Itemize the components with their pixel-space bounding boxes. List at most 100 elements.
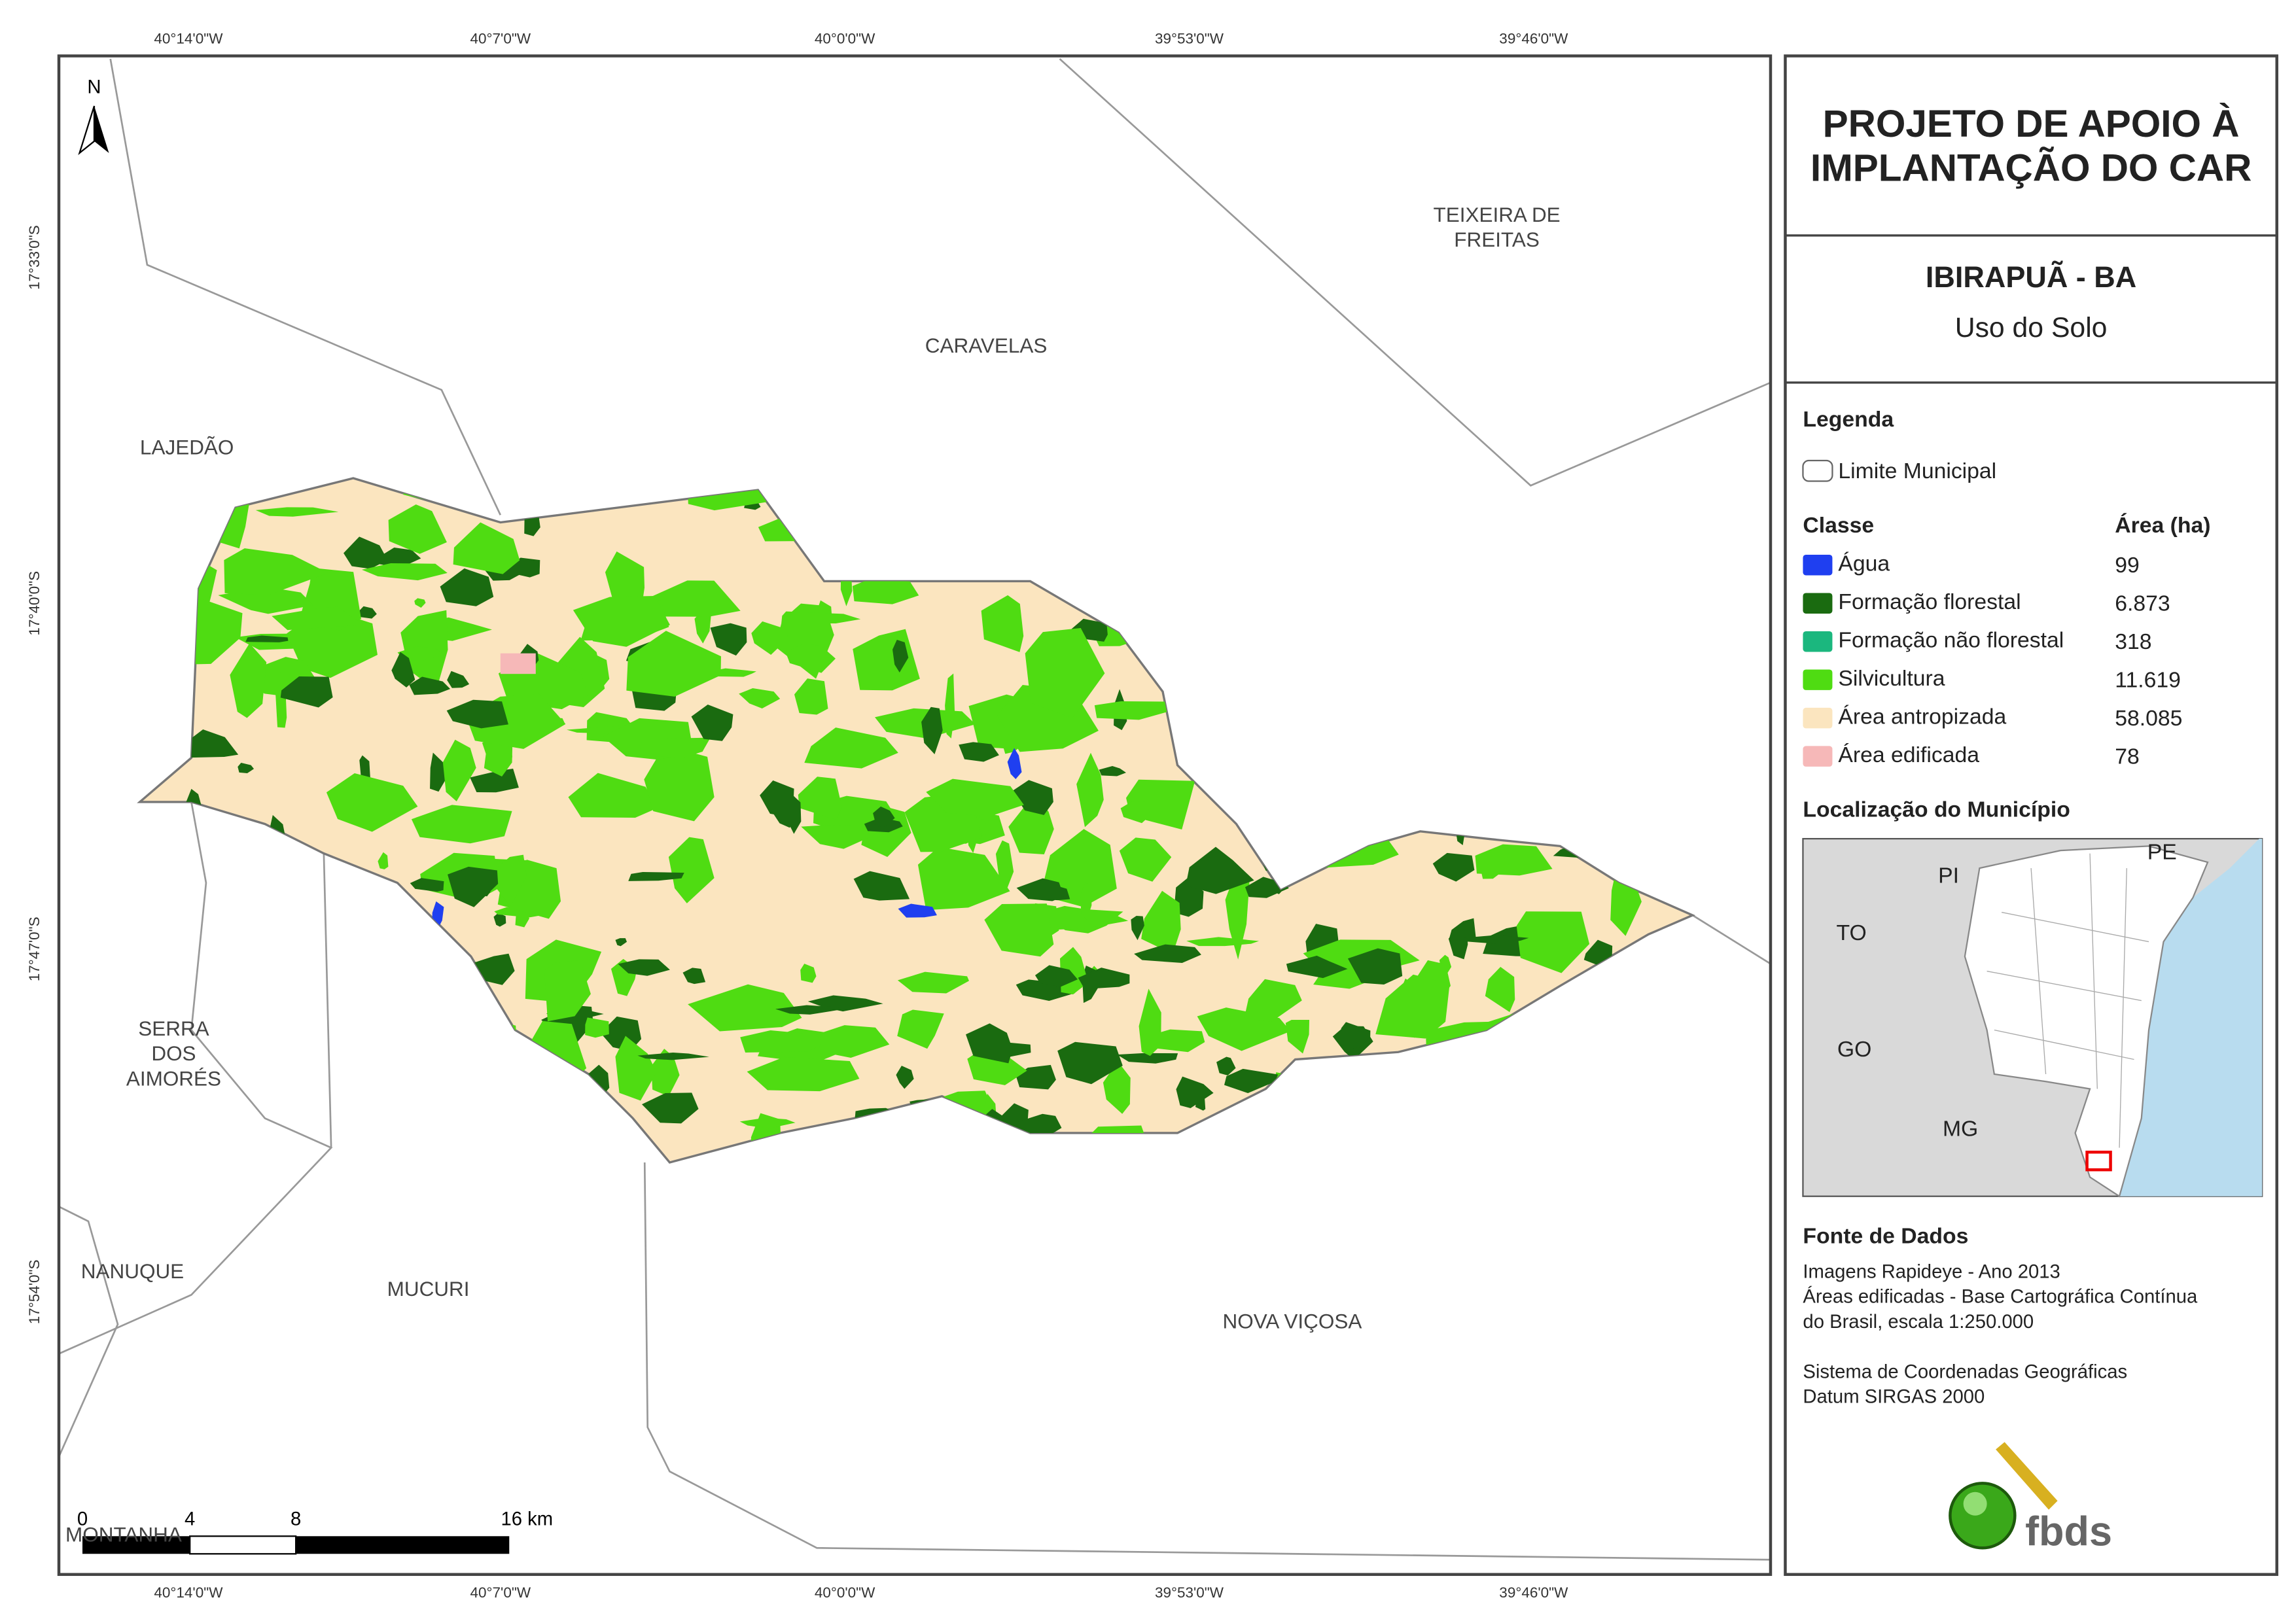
municipality-label: NANUQUE [81, 1259, 184, 1283]
land-use-patch [897, 1009, 944, 1049]
scale-segment [189, 1535, 297, 1555]
boundary [109, 58, 502, 515]
land-use-patch [1057, 1041, 1123, 1085]
land-use-patch [1139, 988, 1161, 1056]
land-use-patch [1285, 1020, 1310, 1054]
land-use-patch [1485, 967, 1515, 1013]
legend-area: 99 [2115, 553, 2140, 578]
scale-segment [82, 1536, 190, 1554]
land-use-patch [1134, 944, 1201, 963]
location-marker [2085, 1150, 2112, 1172]
land-use-patch [1007, 748, 1022, 780]
area-header: Área (ha) [2115, 513, 2210, 538]
bahia [1964, 845, 2209, 1198]
land-use-patch [1610, 873, 1642, 936]
land-use-patch [388, 504, 447, 554]
land-use-patch [615, 938, 627, 947]
land-use-patch [1225, 867, 1250, 960]
land-use-patch [1464, 935, 1529, 945]
land-use-patch [1475, 844, 1553, 876]
location-title: Localização do Município [1803, 797, 2070, 822]
coord-left: 17°54'0"S [26, 1260, 43, 1325]
land-use-patch [1016, 878, 1065, 901]
land-use-patch [585, 1017, 609, 1038]
land-use-patch [357, 606, 377, 619]
land-use-patch [966, 1023, 1013, 1064]
land-use-patch [798, 777, 842, 820]
logo-text: fbds [2025, 1509, 2112, 1555]
legend-area: 318 [2115, 629, 2151, 654]
location-inset: PI PE TO GO MG [1802, 837, 2263, 1198]
land-use-patch [897, 971, 969, 994]
land-use-patch [628, 871, 684, 881]
land-use-patch [1347, 948, 1403, 985]
land-use-patch [785, 644, 836, 673]
state-label: GO [1837, 1037, 1871, 1062]
land-use-patch [873, 806, 895, 828]
land-use-patch [391, 652, 415, 688]
north-arrow-right [94, 105, 109, 153]
land-use-patch [568, 773, 658, 818]
land-use-patch [1516, 911, 1590, 973]
land-use-patch [186, 729, 239, 758]
land-use-patch [773, 798, 801, 828]
land-use-patch [544, 960, 591, 1022]
title-line: IMPLANTAÇÃO DO CAR [1810, 146, 2252, 189]
state-label: PE [2147, 840, 2177, 865]
legend-class: Água [1838, 551, 1890, 576]
land-use-patch [432, 901, 444, 927]
land-use-patch [781, 611, 861, 624]
north-arrow-left [78, 105, 96, 156]
scale-label: 8 [291, 1509, 301, 1529]
municipality-label: LAJEDÃO [140, 435, 234, 459]
land-use-patch [453, 522, 520, 574]
state-label: MG [1943, 1116, 1978, 1141]
scale-label: 0 [77, 1509, 88, 1529]
legend-class: Área edificada [1838, 742, 1979, 767]
land-use-patch [410, 878, 444, 892]
municipality-label: NOVA VIÇOSA [1222, 1309, 1362, 1333]
land-use-patch [682, 968, 706, 985]
municipality-label: FREITAS [1454, 228, 1540, 251]
land-use-patch [644, 745, 715, 822]
state-label: PI [1938, 864, 1959, 888]
land-use-patch [397, 646, 444, 662]
land-use-patch [1176, 1076, 1214, 1108]
source-line: Imagens Rapideye - Ano 2013 [1803, 1261, 2060, 1282]
coord-top: 40°7'0"W [470, 31, 531, 47]
logo-circle [1949, 1482, 2017, 1550]
land-use-patch [238, 763, 255, 774]
land-use-patch [411, 805, 512, 844]
municipality-label: TEIXEIRA DE [1433, 203, 1560, 226]
coord-bottom: 40°7'0"W [470, 1584, 531, 1601]
land-use-patch [926, 778, 1024, 816]
legend-swatch [1803, 669, 1833, 690]
municipality-title: IBIRAPUÃ - BA [1926, 260, 2136, 294]
land-use-patch [414, 598, 426, 608]
land-use-patch [379, 547, 421, 568]
logo-shine [1963, 1492, 1987, 1516]
municipality-label: AIMORÉS [126, 1066, 221, 1090]
scale-label: 16 km [501, 1509, 553, 1529]
land-use-patch [361, 563, 448, 581]
land-use-patch [1244, 979, 1302, 1022]
boundary [59, 1206, 119, 1457]
coord-left: 17°33'0"S [26, 225, 43, 290]
subtitle: Uso do Solo [1955, 312, 2108, 343]
land-use-patch [747, 1056, 860, 1092]
land-use-patch [1094, 701, 1171, 720]
side-panel: PROJETO DE APOIO À IMPLANTAÇÃO DO CAR IB… [1784, 54, 2278, 1577]
land-use-patch [1432, 852, 1475, 882]
land-use-patch [1120, 801, 1150, 824]
land-use-patch [378, 852, 389, 869]
land-use-patch [651, 1049, 680, 1096]
land-use-patch [819, 1025, 890, 1058]
boundary [59, 801, 333, 1355]
land-use-patch [1186, 937, 1260, 947]
legend-area: 11.619 [2115, 667, 2181, 692]
boundary [643, 1162, 1771, 1561]
inset-municipal-lines [1987, 853, 2149, 1148]
scale-segment [296, 1536, 510, 1554]
coord-left: 17°40'0"S [26, 571, 43, 636]
